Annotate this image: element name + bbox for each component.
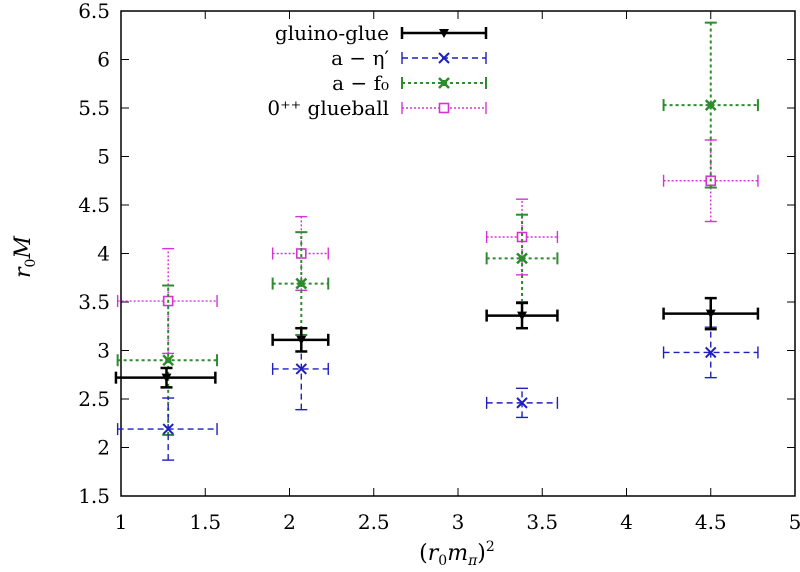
y-tick-label: 4 (97, 242, 110, 266)
point-marker (296, 335, 307, 345)
point-marker (161, 373, 172, 383)
series-layer (114, 21, 760, 461)
y-tick-label: 4.5 (78, 193, 110, 217)
point-marker (162, 423, 174, 435)
data-point (116, 397, 218, 461)
point-marker (517, 311, 528, 321)
x-tick-label: 1 (115, 510, 128, 534)
data-point (116, 284, 219, 436)
legend-entry: a − f₀ (332, 71, 487, 95)
series-a-eta-prime (116, 326, 759, 461)
point-marker (705, 346, 717, 359)
y-tick-label: 5.5 (78, 96, 110, 120)
data-point (271, 326, 330, 353)
legend-marker (438, 52, 450, 64)
x-tick-label: 1.5 (189, 510, 221, 534)
point-marker (516, 397, 528, 409)
legend-marker (438, 102, 450, 114)
y-tick-label: 2 (97, 436, 110, 460)
data-point (485, 198, 559, 276)
point-marker-core (165, 357, 172, 364)
x-tick-label: 3 (452, 510, 465, 534)
y-tick-labels: 1.5 2 2.5 3 3.5 4 4.5 5 5.5 6 6.5 (78, 0, 110, 508)
legend-entry: gluino-glue (275, 21, 488, 45)
x-tick-label: 4 (620, 510, 633, 534)
point-marker-core (707, 102, 714, 109)
point-marker (295, 363, 308, 375)
y-tick-label: 6 (97, 48, 110, 72)
legend-marker (439, 29, 449, 38)
x-tick-label: 2.5 (358, 510, 390, 534)
y-tick-label: 3 (97, 339, 110, 363)
point-marker-core (519, 255, 526, 262)
data-point (271, 231, 330, 336)
data-point (662, 21, 759, 189)
legend-label: 0⁺⁺ glueball (267, 96, 389, 120)
x-axis-title: (r0mπ)2 (419, 539, 495, 569)
data-point (485, 387, 559, 419)
series-gluino-glue (114, 296, 760, 389)
data-point (662, 326, 759, 379)
data-point (114, 366, 217, 389)
x-tick-label: 5 (789, 510, 800, 534)
data-point (485, 301, 559, 330)
legend-label: a − f₀ (332, 71, 389, 95)
data-point (662, 296, 760, 331)
x-tick-label: 2 (283, 510, 296, 534)
y-tick-label: 6.5 (78, 0, 110, 23)
y-tick-label: 5 (97, 145, 110, 169)
x-tick-label: 4.5 (695, 510, 727, 534)
x-tick-labels: 1 1.5 2 2.5 3 3.5 4 4.5 5 (115, 510, 800, 534)
plot-frame (120, 10, 796, 497)
y-tick-label: 2.5 (78, 387, 110, 411)
y-tick-label: 1.5 (78, 484, 110, 508)
legend-marker-core (441, 80, 447, 86)
legend-label: a − η′ (331, 46, 389, 70)
point-marker-core (298, 280, 305, 287)
data-point (485, 213, 559, 303)
legend-entry: 0⁺⁺ glueball (267, 96, 487, 120)
series-a-f0 (116, 21, 759, 436)
y-axis-title: r0M (11, 236, 39, 278)
legend-entry: a − η′ (331, 46, 487, 70)
x-tick-label: 3.5 (526, 510, 558, 534)
point-marker (705, 309, 716, 319)
legend-label: gluino-glue (275, 21, 389, 45)
y-tick-label: 3.5 (78, 290, 110, 314)
series-0-glueball (116, 139, 759, 355)
